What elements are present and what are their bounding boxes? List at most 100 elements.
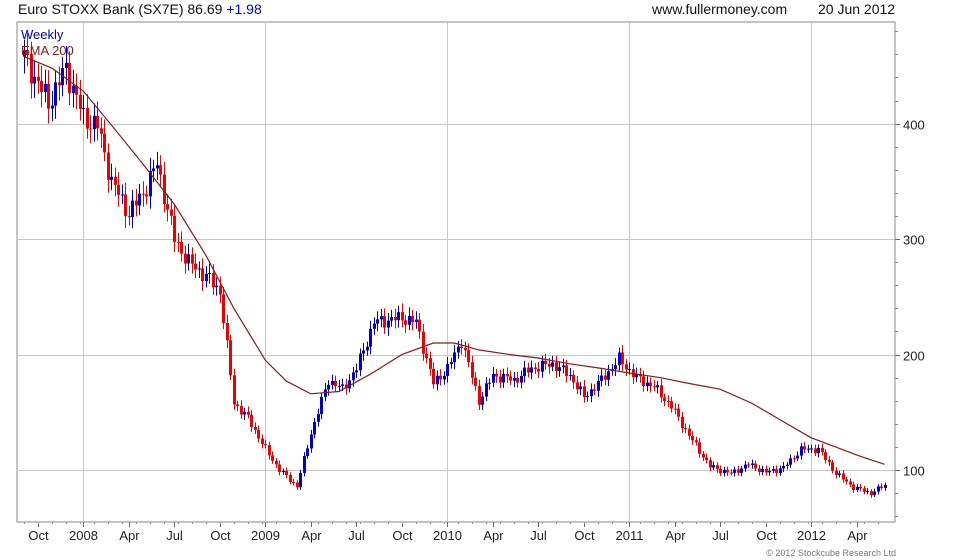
price-bar-body	[551, 362, 554, 367]
price-bar-body	[170, 209, 173, 216]
price-bar-body	[754, 463, 757, 469]
price-bar-body	[537, 368, 540, 372]
price-bar-body	[432, 368, 435, 385]
price-bar-body	[100, 128, 103, 134]
price-bar-body	[341, 384, 344, 386]
price-bar-body	[768, 470, 771, 473]
price-bar-body	[467, 350, 470, 363]
plot-frame	[16, 21, 896, 523]
price-bar-body	[614, 365, 617, 370]
price-bar-body	[348, 380, 351, 389]
price-bar-body	[740, 468, 743, 473]
price-bar-body	[709, 460, 712, 468]
price-bar-body	[275, 460, 278, 465]
price-bar-body	[117, 184, 120, 195]
price-bar-body	[208, 272, 211, 274]
price-bar-body	[345, 384, 348, 389]
price-bar-body	[233, 375, 236, 405]
price-bar-body	[495, 373, 498, 377]
price-bar-body	[37, 76, 40, 81]
price-bar-body	[733, 469, 736, 473]
price-bar-body	[411, 315, 414, 322]
price-bar-body	[219, 285, 222, 295]
price-bar-body	[418, 319, 421, 332]
price-bar-body	[712, 465, 715, 468]
price-bar-body	[243, 411, 246, 415]
price-bar-body	[838, 473, 841, 475]
price-bar-body	[772, 469, 775, 471]
price-bar-body	[135, 200, 138, 206]
price-bar-body	[747, 464, 750, 466]
chart-title-bar: Euro STOXX Bank (SX7E) 86.69 +1.98	[18, 1, 262, 17]
price-bar-body	[247, 411, 250, 415]
x-tick-label: Jul	[348, 528, 365, 543]
price-bar-body	[40, 80, 43, 92]
price-bar-body	[429, 358, 432, 369]
price-bar-body	[485, 383, 488, 397]
price-bar-body	[352, 372, 355, 381]
price-bar-body	[425, 353, 428, 359]
x-tick-label: Jul	[530, 528, 547, 543]
price-bar-body	[513, 377, 516, 381]
price-bar-body	[439, 375, 442, 380]
price-bar-body	[191, 254, 194, 264]
price-bar-body	[408, 315, 411, 325]
x-tick-label: Oct	[392, 528, 413, 543]
price-bar-body	[478, 385, 481, 405]
price-bar-body	[327, 384, 330, 390]
price-bar-body	[198, 268, 201, 270]
price-bar-body	[331, 380, 334, 385]
price-bar-body	[313, 421, 316, 435]
price-bar-body	[261, 438, 264, 445]
price-bar-body	[159, 165, 162, 175]
price-bar-body	[824, 452, 827, 460]
price-bar-body	[618, 352, 621, 366]
price-bar-body	[534, 367, 537, 369]
price-bar-body	[355, 370, 358, 373]
y-tick-label: 200	[903, 349, 925, 364]
price-bar-body	[562, 365, 565, 368]
price-bar-body	[828, 459, 831, 463]
price-bar-body	[457, 346, 460, 353]
price-bar-body	[544, 360, 547, 364]
price-bar-body	[863, 488, 866, 492]
x-tick-label: Apr	[665, 528, 686, 543]
price-bar-body	[758, 468, 761, 472]
x-tick-label: 2011	[616, 528, 644, 543]
x-tick-label: 2010	[433, 528, 462, 543]
price-bar-body	[436, 375, 439, 385]
y-tick-label: 100	[903, 464, 925, 479]
price-bar-body	[86, 107, 89, 129]
price-bar-body	[684, 428, 687, 430]
price-bar-body	[131, 200, 134, 218]
price-bar-body	[814, 448, 817, 454]
x-tick-label: Oct	[756, 528, 777, 543]
price-bar-body	[779, 468, 782, 473]
price-bar-body	[604, 375, 607, 380]
price-bar-body	[607, 371, 610, 380]
x-tick-label: Jul	[166, 528, 183, 543]
price-bar-body	[751, 463, 754, 465]
price-bar-body	[530, 367, 533, 373]
price-bar-body	[317, 414, 320, 422]
price-bar-body	[397, 312, 400, 321]
price-bar-body	[569, 374, 572, 376]
price-bar-body	[30, 53, 33, 84]
price-bar-body	[737, 469, 740, 473]
price-bar-body	[590, 389, 593, 397]
price-bar-body	[649, 382, 652, 387]
price-bar-body	[177, 241, 180, 243]
price-bar-body	[516, 377, 519, 383]
price-bar-body	[660, 385, 663, 398]
price-bar-body	[187, 254, 190, 264]
price-bar-body	[229, 340, 232, 376]
price-bar-body	[58, 82, 61, 86]
price-bar-body	[726, 469, 729, 473]
price-bar-body	[404, 320, 407, 325]
x-tick-label: Oct	[574, 528, 595, 543]
price-bar-body	[586, 396, 589, 398]
price-bar-body	[702, 453, 705, 458]
price-bar-body	[79, 94, 82, 109]
price-bar-body	[205, 273, 208, 282]
price-bar-body	[89, 128, 92, 130]
